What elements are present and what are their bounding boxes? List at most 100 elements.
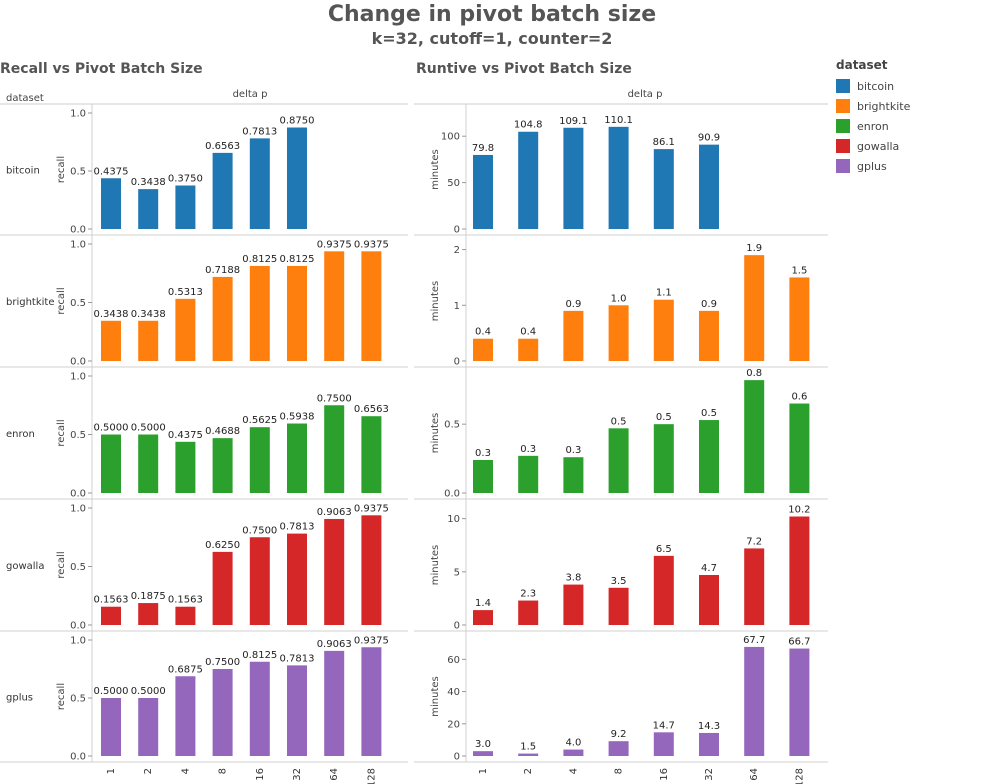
runtime-x-tick-label-1: 1 bbox=[478, 768, 489, 774]
left-column-header: delta p bbox=[233, 89, 268, 100]
runtime-bitcoin-data-label-8: 110.1 bbox=[604, 115, 633, 126]
runtime-gplus-data-label-16: 14.7 bbox=[653, 720, 675, 731]
recall-x-tick-label-16: 16 bbox=[255, 768, 266, 781]
recall-enron-bar-8 bbox=[212, 438, 233, 493]
legend-item-gowalla[interactable]: gowalla bbox=[836, 136, 910, 156]
legend-label-gowalla: gowalla bbox=[857, 139, 900, 153]
recall-bitcoin-data-label-8: 0.6563 bbox=[205, 141, 240, 152]
runtime-gplus-data-label-1: 3.0 bbox=[475, 739, 491, 750]
recall-gplus-tick-label: 1.0 bbox=[70, 636, 86, 647]
row-label-gowalla: gowalla bbox=[6, 561, 44, 572]
runtime-brightkite-data-label-1: 0.4 bbox=[475, 327, 491, 338]
recall-enron-bar-128 bbox=[361, 416, 382, 493]
runtime-x-tick-label-8: 8 bbox=[614, 768, 625, 774]
recall-gplus-data-label-32: 0.7813 bbox=[280, 653, 315, 664]
runtime-brightkite-data-label-64: 1.9 bbox=[746, 243, 762, 254]
runtime-gowalla-bar-64 bbox=[744, 548, 765, 625]
recall-brightkite-data-label-1: 0.3438 bbox=[94, 309, 129, 320]
runtime-gplus-tick-label: 40 bbox=[447, 687, 460, 698]
runtime-gowalla-bar-2 bbox=[518, 600, 539, 625]
recall-gplus-bar-32 bbox=[287, 665, 307, 756]
legend-swatch-bitcoin bbox=[836, 79, 850, 93]
runtime-x-tick-label-32: 32 bbox=[704, 768, 715, 781]
legend-title: dataset bbox=[836, 58, 888, 72]
runtime-brightkite-data-label-4: 0.9 bbox=[565, 299, 581, 310]
runtime-bitcoin-bar-2 bbox=[518, 131, 539, 229]
recall-enron-bar-1 bbox=[101, 434, 121, 493]
runtime-enron-bar-8 bbox=[608, 428, 629, 493]
runtime-gplus-bar-4 bbox=[563, 749, 584, 756]
recall-x-tick-label-2: 2 bbox=[143, 768, 154, 774]
recall-x-tick-label-64: 64 bbox=[329, 768, 340, 781]
recall-gplus-y-axis-title: recall bbox=[56, 683, 67, 710]
recall-enron-y-axis-title: recall bbox=[56, 419, 67, 446]
runtime-gplus-data-label-128: 66.7 bbox=[788, 637, 810, 648]
recall-brightkite-bar-2 bbox=[138, 320, 159, 361]
runtime-brightkite-bar-16 bbox=[653, 299, 674, 361]
recall-gplus-bar-16 bbox=[249, 661, 270, 756]
runtime-gplus-bar-2 bbox=[518, 753, 539, 756]
recall-x-tick-label-128: 128 bbox=[366, 768, 377, 784]
runtime-gplus-data-label-32: 14.3 bbox=[698, 721, 720, 732]
recall-bitcoin-data-label-16: 0.7813 bbox=[242, 126, 277, 137]
runtime-brightkite-bar-32 bbox=[699, 310, 719, 361]
runtime-enron-y-axis-title: minutes bbox=[430, 413, 441, 453]
legend-item-brightkite[interactable]: brightkite bbox=[836, 96, 910, 116]
runtime-gowalla-tick-label: 5 bbox=[454, 567, 460, 578]
recall-brightkite-bar-128 bbox=[361, 251, 382, 361]
recall-gowalla-data-label-16: 0.7500 bbox=[242, 525, 277, 536]
runtime-brightkite-bar-1 bbox=[473, 338, 493, 361]
runtime-enron-data-label-2: 0.3 bbox=[520, 444, 536, 455]
recall-gplus-tick-label: 0.0 bbox=[70, 752, 86, 763]
recall-gowalla-data-label-1: 0.1563 bbox=[94, 595, 129, 606]
runtime-brightkite-tick-label: 1 bbox=[454, 301, 460, 312]
recall-gowalla-bar-8 bbox=[212, 551, 233, 625]
recall-bitcoin-bar-32 bbox=[287, 127, 307, 229]
recall-brightkite-tick-label: 1.0 bbox=[70, 240, 86, 251]
recall-brightkite-data-label-32: 0.8125 bbox=[280, 254, 315, 265]
legend-item-enron[interactable]: enron bbox=[836, 116, 910, 136]
runtime-gplus-tick-label: 0 bbox=[454, 752, 460, 763]
row-label-bitcoin: bitcoin bbox=[6, 166, 40, 177]
recall-enron-tick-label: 1.0 bbox=[70, 372, 86, 383]
recall-enron-bar-32 bbox=[287, 423, 307, 493]
runtime-brightkite-data-label-32: 0.9 bbox=[701, 299, 717, 310]
recall-gplus-bar-8 bbox=[212, 669, 233, 756]
recall-brightkite-bar-4 bbox=[175, 298, 196, 361]
runtime-bitcoin-tick-label: 0 bbox=[454, 225, 460, 236]
legend-item-gplus[interactable]: gplus bbox=[836, 156, 910, 176]
recall-bitcoin-bar-2 bbox=[138, 189, 159, 229]
runtime-x-tick-label-4: 4 bbox=[568, 768, 579, 774]
runtime-brightkite-data-label-128: 1.5 bbox=[791, 265, 807, 276]
runtime-brightkite-data-label-8: 1.0 bbox=[611, 293, 627, 304]
runtime-gowalla-bar-16 bbox=[653, 555, 674, 625]
runtime-bitcoin-bar-4 bbox=[563, 127, 584, 229]
recall-bitcoin-data-label-4: 0.3750 bbox=[168, 174, 203, 185]
runtime-enron-data-label-128: 0.6 bbox=[791, 392, 807, 403]
recall-gplus-data-label-4: 0.6875 bbox=[168, 664, 203, 675]
runtime-enron-bar-2 bbox=[518, 455, 539, 493]
legend-swatch-gowalla bbox=[836, 139, 850, 153]
legend-swatch-brightkite bbox=[836, 99, 850, 113]
runtime-gplus-y-axis-title: minutes bbox=[430, 676, 441, 716]
recall-bitcoin-data-label-32: 0.8750 bbox=[280, 116, 315, 127]
runtime-gowalla-tick-label: 10 bbox=[447, 514, 460, 525]
legend-item-bitcoin[interactable]: bitcoin bbox=[836, 76, 910, 96]
recall-gplus-bar-2 bbox=[138, 698, 159, 756]
runtime-gplus-bar-8 bbox=[608, 741, 629, 756]
runtime-gplus-bar-64 bbox=[744, 646, 765, 756]
recall-brightkite-bar-64 bbox=[324, 251, 345, 361]
runtime-brightkite-tick-label: 2 bbox=[454, 245, 460, 256]
row-label-brightkite: brightkite bbox=[6, 297, 55, 308]
recall-enron-data-label-16: 0.5625 bbox=[242, 415, 277, 426]
recall-gowalla-data-label-8: 0.6250 bbox=[205, 540, 240, 551]
runtime-enron-tick-label: 0.5 bbox=[444, 420, 460, 431]
legend-label-brightkite: brightkite bbox=[857, 99, 911, 113]
runtime-brightkite-bar-8 bbox=[608, 305, 629, 361]
recall-x-tick-label-1: 1 bbox=[106, 768, 117, 774]
recall-gplus-data-label-64: 0.9063 bbox=[317, 639, 352, 650]
runtime-x-tick-label-16: 16 bbox=[659, 768, 670, 781]
runtime-enron-data-label-16: 0.5 bbox=[656, 412, 672, 423]
recall-bitcoin-tick-label: 1.0 bbox=[70, 109, 86, 120]
